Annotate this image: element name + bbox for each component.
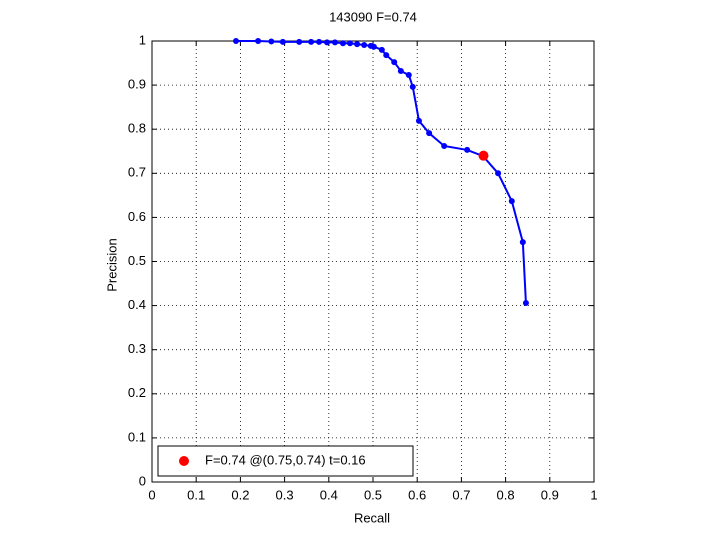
x-tick-label: 0.8 [497,487,515,502]
y-axis-label: Precision [104,238,119,291]
point [308,38,315,45]
point [522,299,529,306]
y-tick-label: 0.5 [128,253,146,268]
point [370,43,377,50]
y-tick-label: 0.1 [128,429,146,444]
point [255,38,262,44]
x-tick-label: 0.3 [276,487,294,502]
point [478,150,489,161]
point [279,38,286,45]
plot-frame [151,40,595,483]
x-tick-label: 0.1 [187,487,205,502]
y-tick-label: 0.9 [128,77,146,92]
y-tick-label: 0.7 [128,165,146,180]
x-axis-label: Recall [354,510,390,525]
point [426,130,433,137]
point [508,198,515,205]
point [495,170,502,177]
point [415,117,422,124]
y-tick-label: 0.2 [128,385,146,400]
point [464,146,471,153]
point [383,52,390,59]
x-tick-label: 0.4 [320,487,338,502]
x-tick-label: 0 [148,487,155,502]
x-tick-label: 0.6 [408,487,426,502]
point [296,38,303,45]
y-tick-label: 0.4 [128,297,146,312]
legend-label: F=0.74 @(0.75,0.74) t=0.16 [205,452,366,467]
x-tick-label: 1 [590,487,597,502]
point [361,41,368,48]
point [409,83,416,90]
point [397,67,404,74]
point [378,46,385,53]
chart-title: 143090 F=0.74 [329,9,417,24]
x-tick-label: 0.2 [231,487,249,502]
point [331,39,338,46]
point [519,239,526,246]
x-tick-label: 0.5 [364,487,382,502]
point [391,59,398,66]
y-tick-label: 0.6 [128,209,146,224]
point [232,38,239,44]
point [405,71,412,78]
y-tick-label: 0.3 [128,341,146,356]
point [347,40,354,47]
y-tick-label: 0 [139,473,146,488]
y-tick-label: 1 [139,32,146,47]
point [441,142,448,149]
y-tick-label: 0.8 [128,121,146,136]
point [324,39,331,46]
legend-box [157,445,414,477]
x-tick-label: 0.9 [541,487,559,502]
point [354,41,361,48]
point [316,38,323,45]
point [268,38,275,45]
x-tick-label: 0.7 [452,487,470,502]
point [339,40,346,47]
legend-marker [179,456,189,466]
